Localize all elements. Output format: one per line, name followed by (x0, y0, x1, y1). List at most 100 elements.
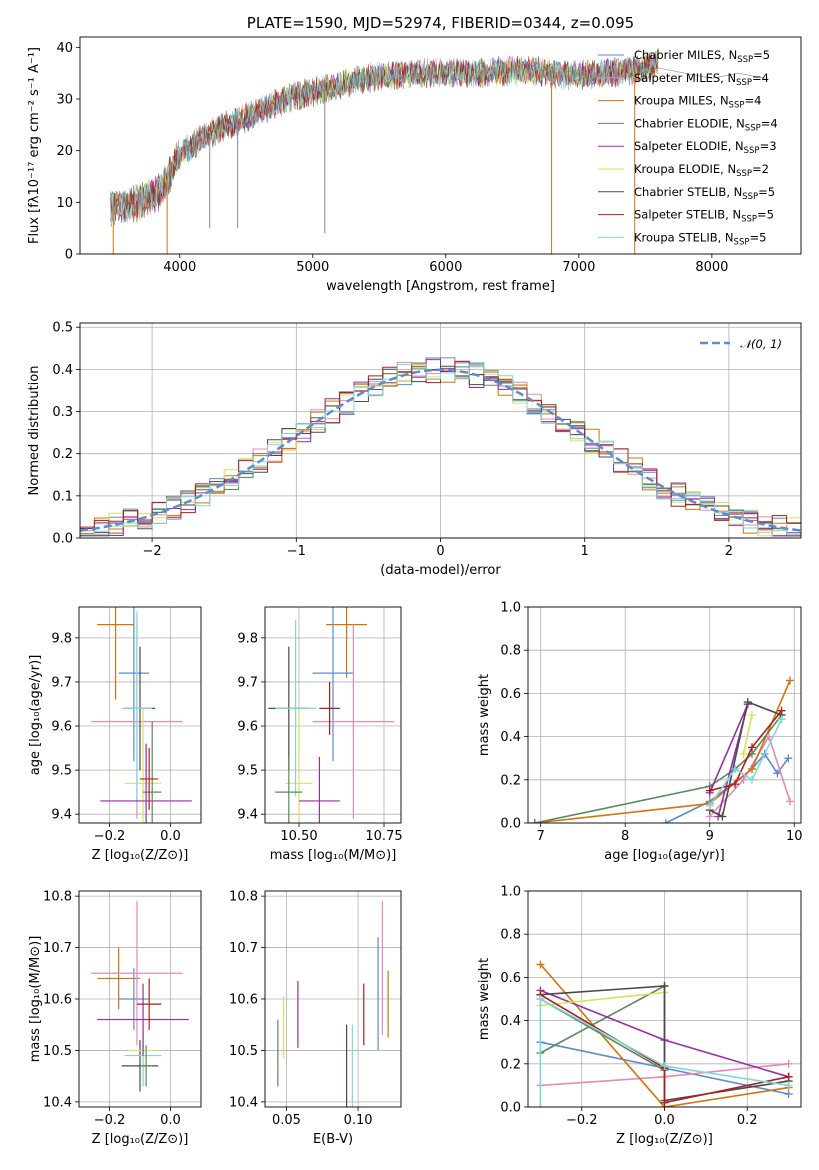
legend-entry: Salpeter MILES, NSSP=4 (634, 71, 769, 88)
weight-line (540, 985, 789, 1102)
weight-marker (784, 1059, 793, 1068)
y-tick-label: 9.6 (51, 720, 72, 735)
x-tick-label: 0 (436, 544, 444, 559)
residual-histogram (80, 365, 801, 537)
y-tick-label: 0.0 (52, 532, 73, 547)
y-tick-label: 10.7 (43, 941, 72, 956)
y-tick-label: 0 (65, 248, 73, 263)
y-tick-label: 0.4 (52, 363, 73, 378)
axes-frame (79, 322, 802, 539)
axes-frame (264, 890, 402, 1108)
legend-entry-main: Chabrier ELODIE, N (634, 116, 745, 130)
y-tick-label: 0.8 (500, 644, 521, 659)
data-point (100, 743, 192, 823)
weight-line (539, 997, 789, 1107)
x-tick-label: −0.2 (566, 1113, 598, 1128)
legend-entry-tail: =3 (760, 139, 777, 153)
data-point (97, 983, 189, 1056)
x-tick-label: 7000 (562, 260, 595, 275)
legend-entry-sub: SSP (745, 123, 761, 133)
y-tick-label: 10.4 (43, 1095, 72, 1110)
panel-spectrum: 4000 5000 6000 7000 8000 0 10 20 30 40 wavelength … (27, 14, 802, 294)
x-tick-label: 1 (581, 544, 589, 559)
legend-entry-tail: =4 (752, 71, 769, 85)
plot-area (91, 901, 189, 1092)
data-point (140, 1045, 153, 1087)
data-point (124, 708, 162, 823)
axes-frame (527, 606, 802, 824)
legend-entry-main: Chabrier MILES, N (634, 48, 737, 62)
y-tick-label: 10.5 (229, 1044, 258, 1059)
data-point (118, 968, 150, 1030)
weight-marker (747, 775, 756, 784)
y-axis-label: mass weight (477, 958, 492, 1040)
y-tick-label: 10.5 (43, 1044, 72, 1059)
y-tick-label: 0.8 (500, 928, 521, 943)
panel-mass-age: 10.50 10.75 9.4 9.5 9.6 9.7 9.8 mass [log₁₀(M/M… (237, 606, 403, 863)
x-axis-label: mass [log₁₀(M/M⊙)] (270, 848, 397, 863)
legend-entry-sub: SSP (744, 146, 760, 156)
legend-entry-main: Salpeter MILES, N (634, 71, 736, 85)
data-point (312, 607, 354, 762)
axes-frame (78, 890, 202, 1108)
data-point (97, 607, 134, 700)
panel-ebv-mass: 0.05 0.10 10.4 10.5 10.6 10.7 10.8 E(B-V) (229, 890, 402, 1147)
data-point (326, 607, 367, 678)
data-point (319, 681, 340, 735)
weight-marker (731, 765, 740, 773)
x-tick-label: −0.2 (94, 1113, 126, 1128)
legend-entry-tail: =5 (749, 230, 766, 244)
x-tick-label: 10.50 (280, 829, 317, 844)
legend-entry: Salpeter STELIB, NSSP=5 (634, 208, 774, 225)
x-tick-label: 2 (725, 544, 733, 559)
x-axis-label: (data-model)/error (380, 563, 501, 578)
data-point (136, 978, 162, 1030)
plot-area (91, 607, 192, 823)
legend-entry-sub: SSP (741, 215, 757, 225)
x-tick-label: 7 (537, 829, 545, 844)
plot-area (268, 607, 395, 823)
x-tick-label: 8 (621, 829, 629, 844)
x-tick-label: 6000 (429, 260, 462, 275)
legend-entry-main: Salpeter STELIB, N (634, 208, 741, 222)
weight-marker (661, 819, 670, 823)
legend-entry-tail: =4 (744, 94, 761, 108)
data-point (299, 756, 340, 823)
y-tick-label: 9.5 (51, 764, 72, 779)
x-axis-label: Z [log₁₀(Z/Z⊙)] (92, 1132, 189, 1147)
weight-marker (747, 765, 756, 773)
gaussian-curve (80, 368, 801, 532)
legend-entry-tail: =5 (753, 48, 770, 62)
weight-marker (739, 775, 748, 784)
y-tick-label: 9.8 (237, 631, 258, 646)
x-axis-label: Z [log₁₀(Z/Z⊙)] (92, 848, 189, 863)
weight-line (539, 963, 789, 1107)
plot-area (277, 901, 389, 1107)
weight-marker (660, 1061, 669, 1070)
weight-line (742, 714, 753, 755)
data-point (121, 611, 153, 806)
x-axis-label: wavelength [Angstrom, rest frame] (326, 279, 555, 294)
y-tick-label: 10.7 (229, 941, 258, 956)
legend-entry-tail: =4 (761, 116, 778, 130)
weight-marker (747, 711, 756, 719)
x-tick-label: 0.0 (654, 1113, 675, 1128)
axes-frame (527, 890, 802, 1108)
y-tick-label: 0.5 (52, 321, 73, 336)
weight-marker (718, 812, 727, 821)
plot-area (536, 960, 793, 1107)
legend-entry-sub: SSP (737, 55, 753, 65)
legend-entry-main: Kroupa MILES, N (634, 94, 729, 108)
legend-entry-main: Kroupa STELIB, N (634, 230, 734, 244)
legend-entry-main: Kroupa ELODIE, N (634, 162, 736, 176)
weight-line (709, 718, 783, 807)
legend-entry-tail: =5 (757, 208, 774, 222)
weight-line (539, 994, 789, 1104)
legend-entry-main: Chabrier STELIB, N (634, 185, 742, 199)
data-point (275, 756, 303, 823)
y-tick-label: 20 (56, 144, 73, 159)
plot-area (530, 676, 795, 823)
spectrum-line (110, 51, 659, 225)
data-point (285, 708, 313, 823)
